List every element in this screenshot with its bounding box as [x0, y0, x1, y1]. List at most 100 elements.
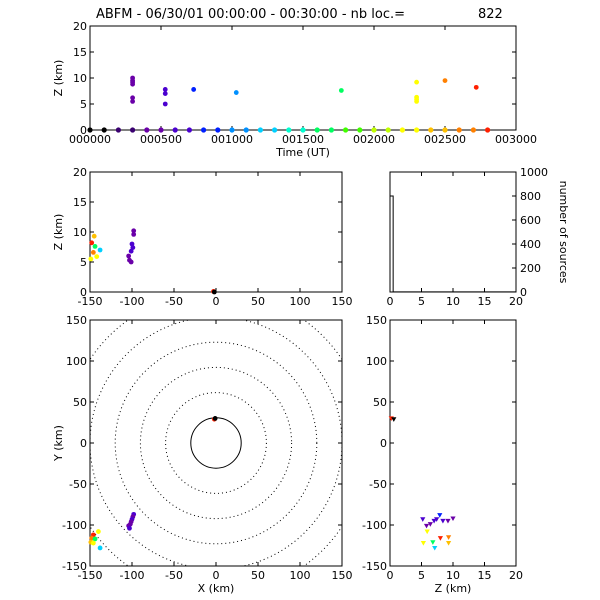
x_y-ytick-label-6: 150 — [66, 314, 87, 327]
x_y-point-9 — [96, 529, 101, 534]
range-ring-5 — [90, 320, 342, 566]
time_z-baseline-marker-14 — [286, 127, 292, 133]
time_z-point-5 — [130, 99, 136, 104]
range-ring-1 — [165, 392, 267, 494]
x_z-xtick-label-6: 150 — [332, 295, 353, 308]
z_hist-ytick-label-2: 400 — [520, 238, 541, 251]
z_hist-bin-0 — [389, 195, 394, 292]
figure-title: ABFM - 06/30/01 00:00:00 - 00:30:00 - nb… — [96, 7, 503, 22]
time_z-xtick-label-4: 002000 — [353, 133, 395, 146]
time_z-baseline-marker-1 — [101, 127, 107, 133]
time_z-point-3 — [130, 81, 136, 87]
z_y-point-17 — [445, 535, 452, 540]
z_y-xlabel: Z (km) — [435, 582, 472, 595]
x_z-xtick-label-3: 0 — [213, 295, 220, 308]
x_y-point-12 — [92, 536, 98, 542]
z_y-point-10 — [450, 516, 456, 522]
x_z-ytick-label-1: 5 — [80, 256, 87, 269]
time_z-baseline-marker-26 — [456, 127, 462, 133]
time_z-baseline-marker-20 — [371, 127, 377, 133]
x_y-ytick-label-0: -150 — [62, 560, 87, 573]
time_z-baseline-marker-9 — [215, 127, 221, 133]
x_y-ytick-label-2: -50 — [69, 478, 87, 491]
z_y-ytick-label-3: 0 — [380, 437, 387, 450]
z_y-ytick-label-0: -150 — [362, 560, 387, 573]
time_z-baseline-marker-18 — [343, 127, 349, 133]
x_y-ytick-label-4: 50 — [73, 396, 87, 409]
x_z-xtick-label-4: 50 — [251, 295, 265, 308]
z_y-point-15 — [437, 536, 443, 541]
time_z-ytick-label-1: 5 — [80, 98, 87, 111]
z_hist-xtick-label-4: 20 — [509, 295, 523, 308]
z_y-ytick-label-4: 50 — [373, 396, 387, 409]
x_y-xtick-label-0: -150 — [78, 569, 103, 582]
x_z-ytick-label-3: 15 — [73, 196, 87, 209]
z_y-point-12 — [424, 529, 430, 535]
z_hist-ytick-label-5: 1000 — [520, 166, 548, 179]
z_y-point-8 — [440, 518, 446, 524]
time_z-baseline-marker-3 — [130, 127, 136, 133]
time_z-baseline-marker-17 — [328, 127, 334, 133]
x_z-point-4 — [128, 248, 134, 254]
x_z-point-16 — [211, 289, 217, 295]
x_z-point-1 — [131, 232, 137, 237]
time_z-xtick-label-1: 000500 — [140, 133, 182, 146]
x_z-ytick-label-4: 20 — [73, 166, 87, 179]
range-ring-0 — [190, 417, 242, 469]
time_z-ytick-label-0: 0 — [80, 124, 87, 137]
x_y-xtick-label-3: 0 — [213, 569, 220, 582]
range-ring-4 — [90, 320, 342, 566]
time_z-baseline-marker-0 — [87, 127, 93, 133]
x_z-ylabel: Z (km) — [52, 214, 65, 251]
range-ring-3 — [114, 341, 318, 545]
range-ring-2 — [139, 366, 293, 520]
z_y-xtick-label-3: 15 — [478, 569, 492, 582]
x_y-ytick-label-1: -100 — [62, 519, 87, 532]
z_hist-ytick-label-1: 200 — [520, 262, 541, 275]
z_hist-xtick-label-1: 5 — [418, 295, 425, 308]
time_z-baseline-marker-8 — [201, 127, 207, 133]
time_z-baseline-marker-5 — [158, 127, 164, 133]
z_y-point-3 — [423, 523, 430, 529]
z_hist-xtick-label-2: 10 — [446, 295, 460, 308]
time_z-xlabel: Time (UT) — [275, 146, 330, 159]
x_y-xtick-label-4: 50 — [251, 569, 265, 582]
x_y-ylabel: Y (km) — [52, 425, 65, 462]
time_z-baseline-marker-10 — [229, 127, 235, 133]
z_hist-ytick-label-4: 800 — [520, 190, 541, 203]
time_z-baseline-marker-27 — [470, 127, 476, 133]
z_hist-ytick-label-3: 600 — [520, 214, 541, 227]
x_z-point-8 — [91, 233, 97, 239]
x_y-point-8 — [127, 525, 132, 531]
z_y-point-9 — [445, 518, 451, 524]
time_z-ytick-label-4: 20 — [73, 20, 87, 33]
time_z-point-9 — [191, 87, 197, 92]
z_y-point-14 — [432, 545, 438, 551]
x_z-xtick-label-0: -150 — [78, 295, 103, 308]
time_z-point-15 — [414, 99, 419, 104]
time_z-xtick-label-6: 003000 — [495, 133, 537, 146]
time_z-xtick-label-0: 000000 — [69, 133, 111, 146]
time_z-point-16 — [442, 78, 448, 83]
time_z-baseline-marker-25 — [442, 127, 448, 133]
z_y-xtick-label-1: 5 — [418, 569, 425, 582]
x_z-point-14 — [88, 256, 94, 262]
time_z-baseline-marker-23 — [414, 127, 420, 133]
time_z-baseline-marker-11 — [243, 127, 249, 133]
z_y-xtick-label-4: 20 — [509, 569, 523, 582]
z_y-ytick-label-5: 100 — [366, 355, 387, 368]
time_z-baseline-marker-28 — [485, 127, 491, 133]
z_y-ytick-label-1: -100 — [362, 519, 387, 532]
range-rings — [90, 320, 342, 566]
time_z-ytick-label-2: 10 — [73, 72, 87, 85]
x_y-point-15 — [97, 545, 103, 551]
x_z-frame — [89, 171, 343, 293]
x_z-point-3 — [130, 245, 136, 251]
x_z-xtick-label-1: -100 — [120, 295, 145, 308]
range-ring-6 — [90, 320, 342, 566]
x_z-point-11 — [97, 247, 103, 253]
z_y-point-6 — [434, 517, 440, 522]
time_z-ytick-label-3: 15 — [73, 46, 87, 59]
z_hist-xtick-label-3: 15 — [478, 295, 492, 308]
